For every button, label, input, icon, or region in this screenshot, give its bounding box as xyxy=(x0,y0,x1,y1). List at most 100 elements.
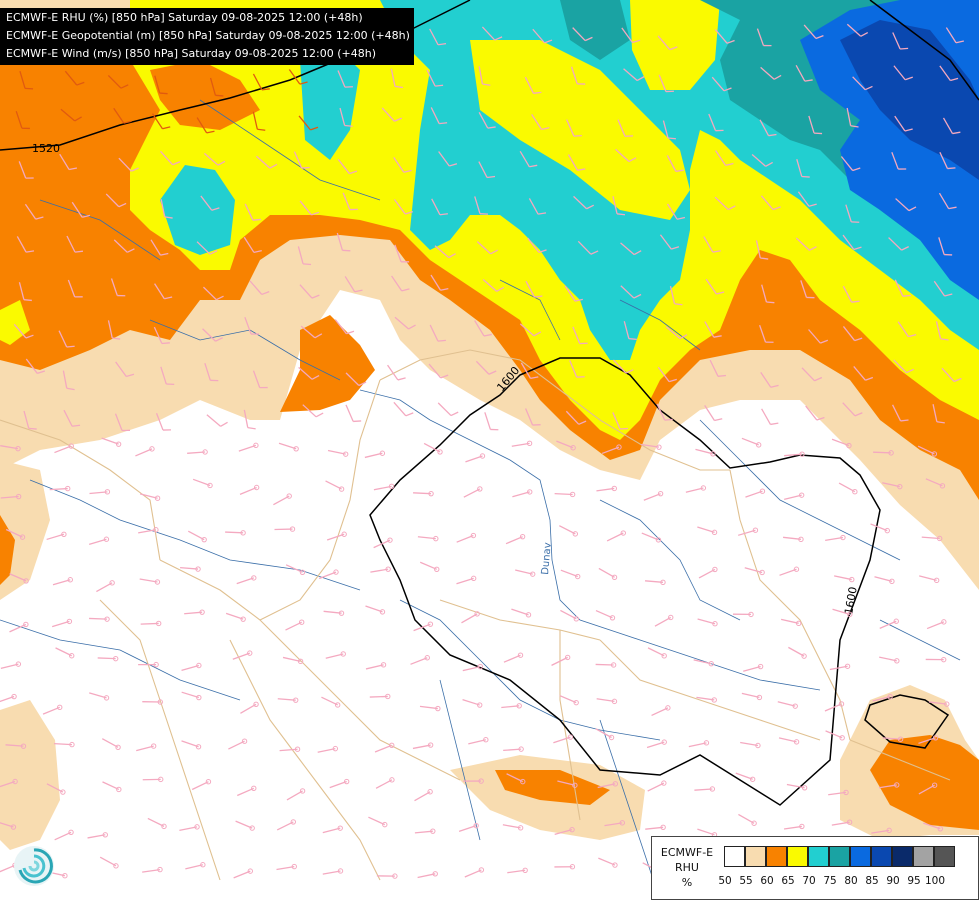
wind-barb xyxy=(426,69,436,87)
wind-barb-station xyxy=(518,746,524,752)
wind-barb xyxy=(923,822,941,830)
wind-barb-flag xyxy=(346,330,355,335)
wind-barb xyxy=(0,864,16,873)
wind-barb-flag xyxy=(215,337,224,342)
wind-barb xyxy=(651,707,669,717)
wind-barb-station xyxy=(158,776,164,783)
wind-barb-station xyxy=(15,661,22,667)
wind-barb-station xyxy=(838,701,845,707)
wind-barb-station xyxy=(657,490,664,497)
wind-barb-station xyxy=(757,663,764,670)
wind-barb xyxy=(181,691,200,699)
wind-barb xyxy=(525,280,535,298)
wind-barb xyxy=(279,748,298,752)
wind-barb-station xyxy=(751,820,757,826)
wind-barb xyxy=(369,695,388,698)
wind-barb xyxy=(938,192,950,210)
wind-barb xyxy=(458,825,477,832)
wind-barb xyxy=(805,405,818,421)
wind-barb xyxy=(252,111,258,130)
wind-barb xyxy=(322,870,341,875)
wind-barb xyxy=(478,161,488,178)
wind-barb-station xyxy=(619,820,625,826)
wind-barb-station xyxy=(944,701,950,707)
wind-barb xyxy=(511,608,529,616)
wind-barb xyxy=(236,577,254,585)
wind-barb-station xyxy=(205,779,212,785)
wind-barb xyxy=(414,791,431,802)
wind-barb-station xyxy=(149,446,155,452)
legend-ticks: 50 55 60 65 70 75 80 85 90 95 100 xyxy=(718,875,974,889)
wind-barb-flag xyxy=(397,377,406,381)
wind-barb xyxy=(557,780,576,786)
wind-barb-station xyxy=(150,743,157,749)
wind-barb-station xyxy=(569,491,576,498)
wind-barb-flag xyxy=(159,92,168,95)
wind-barb xyxy=(339,107,346,126)
wind-barb xyxy=(669,286,676,304)
wind-barb xyxy=(925,478,943,487)
wind-barb xyxy=(105,193,120,208)
wind-barb xyxy=(136,745,154,752)
wind-barb-flag xyxy=(448,253,456,259)
wind-barb xyxy=(150,239,162,256)
wind-barb xyxy=(783,825,802,830)
wind-barb-flag xyxy=(815,35,824,40)
wind-barb xyxy=(577,240,592,255)
wind-barb xyxy=(431,198,441,216)
wind-barb xyxy=(299,200,312,216)
wind-barb xyxy=(779,568,797,576)
wind-barb-flag xyxy=(820,339,829,344)
wind-barb-station xyxy=(801,785,808,791)
wind-barb-station xyxy=(60,789,66,795)
wind-barb-station xyxy=(427,789,433,795)
wind-barb-station xyxy=(801,653,807,659)
wind-barb xyxy=(317,747,336,753)
wind-barb xyxy=(756,28,765,46)
wind-barb-station xyxy=(519,533,526,540)
wind-barb xyxy=(135,448,153,457)
wind-barb-station xyxy=(798,492,805,498)
wind-barb-flag xyxy=(496,286,505,292)
wind-barb-station xyxy=(161,823,167,830)
contour-north-east xyxy=(869,0,979,101)
wind-barb xyxy=(501,705,520,709)
wind-barb xyxy=(337,70,346,88)
contour-label-1600-b: 1600 xyxy=(842,586,860,616)
wind-barb xyxy=(52,579,71,586)
wind-barb xyxy=(760,66,775,80)
wind-barb-station xyxy=(710,451,716,457)
wind-barb-flag xyxy=(851,300,860,303)
wind-barb-station xyxy=(573,616,580,622)
wind-barb-flag xyxy=(311,211,320,216)
wind-barb-station xyxy=(240,530,246,536)
wind-barb xyxy=(228,740,245,750)
legend-label-unit: % xyxy=(681,876,693,889)
wind-barb xyxy=(0,780,16,788)
wind-barb-flag xyxy=(766,301,775,304)
wind-barb xyxy=(519,323,535,337)
wind-barb xyxy=(147,817,165,827)
wind-barb xyxy=(613,359,627,374)
wind-barb xyxy=(394,316,410,330)
wind-barb-station xyxy=(430,828,436,834)
wind-barb-flag xyxy=(216,295,224,301)
wind-barb-station xyxy=(517,825,524,831)
wind-barb-flag xyxy=(676,216,686,220)
wind-barb-flag xyxy=(220,421,228,427)
wind-barb-station xyxy=(520,778,526,785)
wind-barb-flag xyxy=(533,331,542,337)
wind-barb-station xyxy=(20,743,27,749)
wind-barb xyxy=(656,403,666,421)
wind-barb xyxy=(917,445,935,455)
wind-barb-flag xyxy=(538,212,547,215)
river-label: Dunav xyxy=(540,542,554,575)
wind-barb xyxy=(873,451,892,454)
wind-barb xyxy=(187,451,206,454)
wind-barb-flag xyxy=(529,164,538,168)
wind-barb-flag xyxy=(768,133,777,137)
wind-barb xyxy=(5,528,23,538)
wind-barb xyxy=(430,274,442,291)
legend-tick-label: 90 xyxy=(886,875,900,887)
wind-barb xyxy=(118,157,132,172)
